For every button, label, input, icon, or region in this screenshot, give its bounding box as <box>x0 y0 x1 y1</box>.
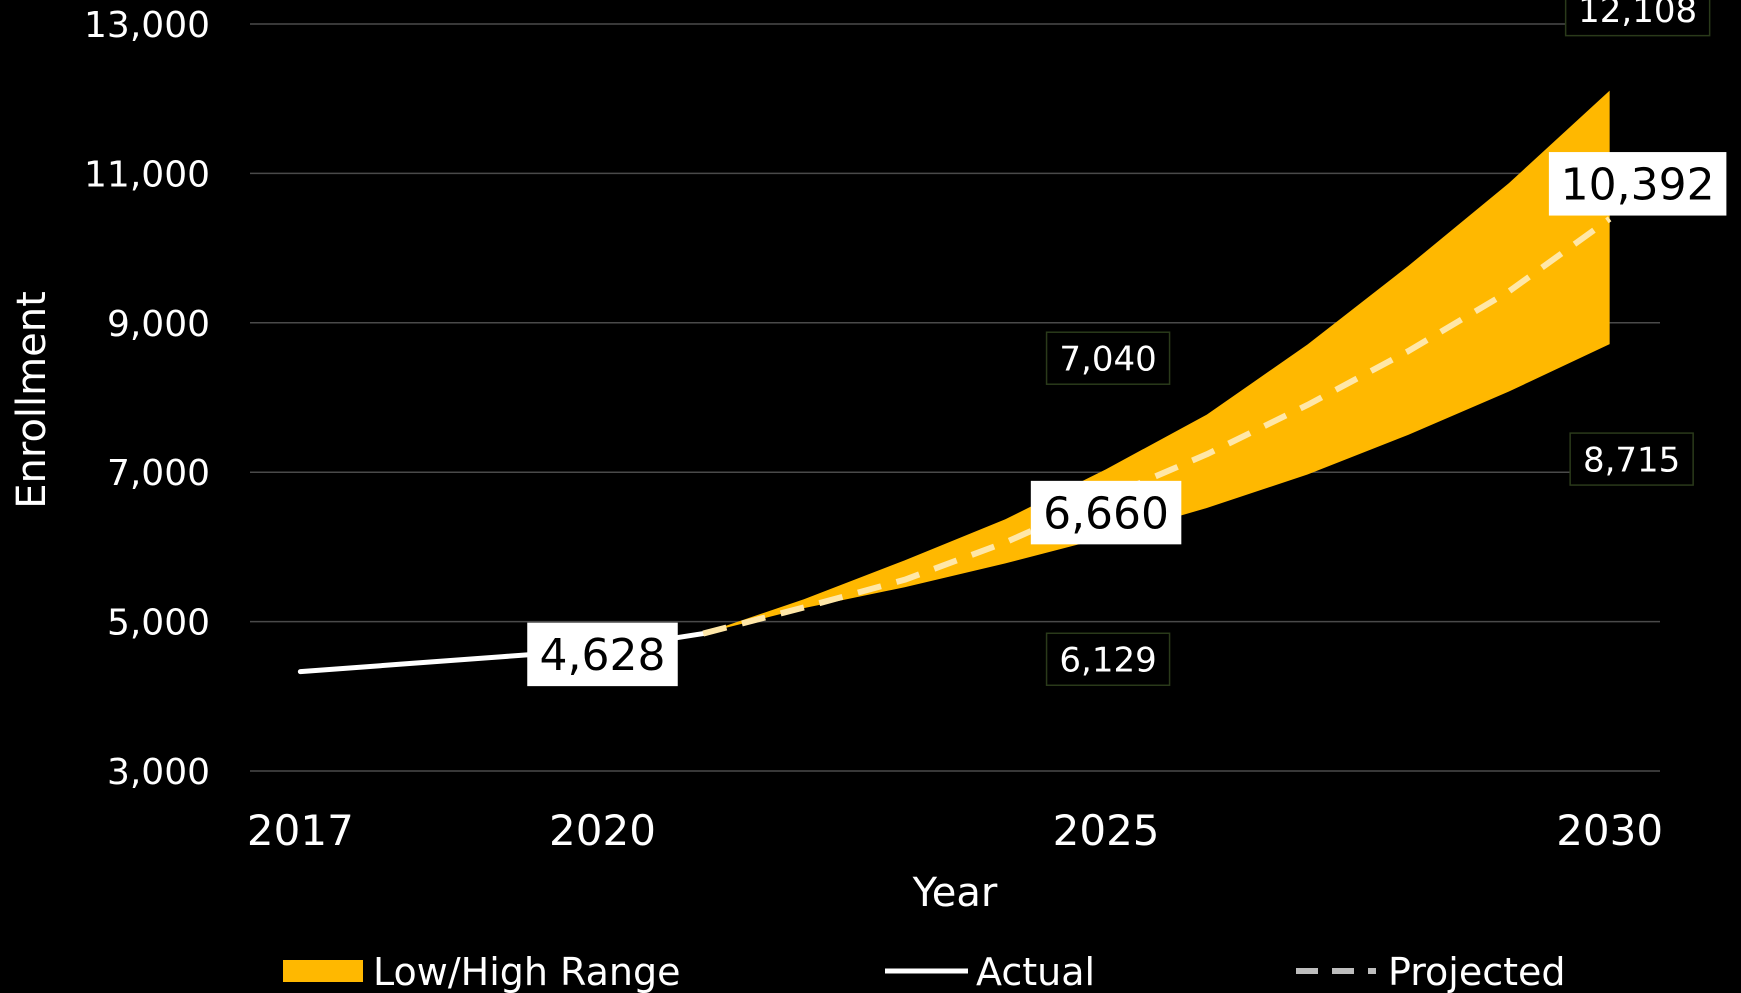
grid-lines <box>250 23 1660 772</box>
data-label: 8,715 <box>1569 432 1694 486</box>
data-label-outline <box>1045 331 1171 385</box>
legend: Low/High Range Actual Projected <box>283 950 1566 993</box>
data-label: 6,129 <box>1045 632 1171 687</box>
data-label: 7,040 <box>1045 331 1171 385</box>
data-label-text: 6,129 <box>1059 641 1156 681</box>
data-label-outline <box>1045 632 1171 687</box>
y-tick-label: 11,000 <box>84 154 210 195</box>
data-labels: 4,628 6,660 10,392 7,040 6,129 12,108 8,715 <box>527 0 1727 687</box>
range-band <box>703 90 1610 634</box>
data-label-box <box>1548 152 1727 216</box>
y-axis-title: Enrollment <box>9 291 55 509</box>
data-label-text: 8,715 <box>1583 440 1680 480</box>
data-label: 10,392 <box>1548 152 1727 216</box>
data-label: 6,660 <box>1030 480 1182 545</box>
data-label-box <box>1030 480 1182 545</box>
data-label: 4,628 <box>527 622 678 687</box>
legend-range-swatch <box>283 960 363 982</box>
legend-range-label: Low/High Range <box>373 950 681 993</box>
x-tick-labels: 2017 2020 2025 2030 <box>247 806 1663 855</box>
projected-line <box>702 216 1612 637</box>
y-tick-label: 3,000 <box>107 752 210 793</box>
y-tick-labels: 3,000 5,000 7,000 9,000 11,000 13,000 <box>84 5 210 793</box>
x-axis-title: Year <box>912 870 998 916</box>
data-label-outline <box>1569 432 1694 486</box>
y-tick-label: 13,000 <box>84 5 210 46</box>
x-tick-label: 2030 <box>1556 806 1663 855</box>
x-tick-label: 2017 <box>247 806 354 855</box>
data-label-text: 4,628 <box>540 630 666 681</box>
data-label-text: 10,392 <box>1561 160 1715 211</box>
y-tick-label: 5,000 <box>107 603 210 644</box>
data-label-text: 7,040 <box>1059 339 1156 379</box>
legend-actual-label: Actual <box>976 950 1095 993</box>
data-label-outline <box>1564 0 1711 37</box>
data-label-text: 12,108 <box>1578 0 1697 31</box>
x-tick-label: 2020 <box>549 806 656 855</box>
y-tick-label: 9,000 <box>107 304 210 345</box>
data-label-text: 6,660 <box>1043 488 1169 539</box>
data-label-box <box>527 622 678 687</box>
x-tick-label: 2025 <box>1053 806 1160 855</box>
plot-area <box>297 90 1612 675</box>
data-label: 12,108 <box>1564 0 1711 37</box>
legend-projected-label: Projected <box>1388 950 1566 993</box>
y-tick-label: 7,000 <box>107 453 210 494</box>
